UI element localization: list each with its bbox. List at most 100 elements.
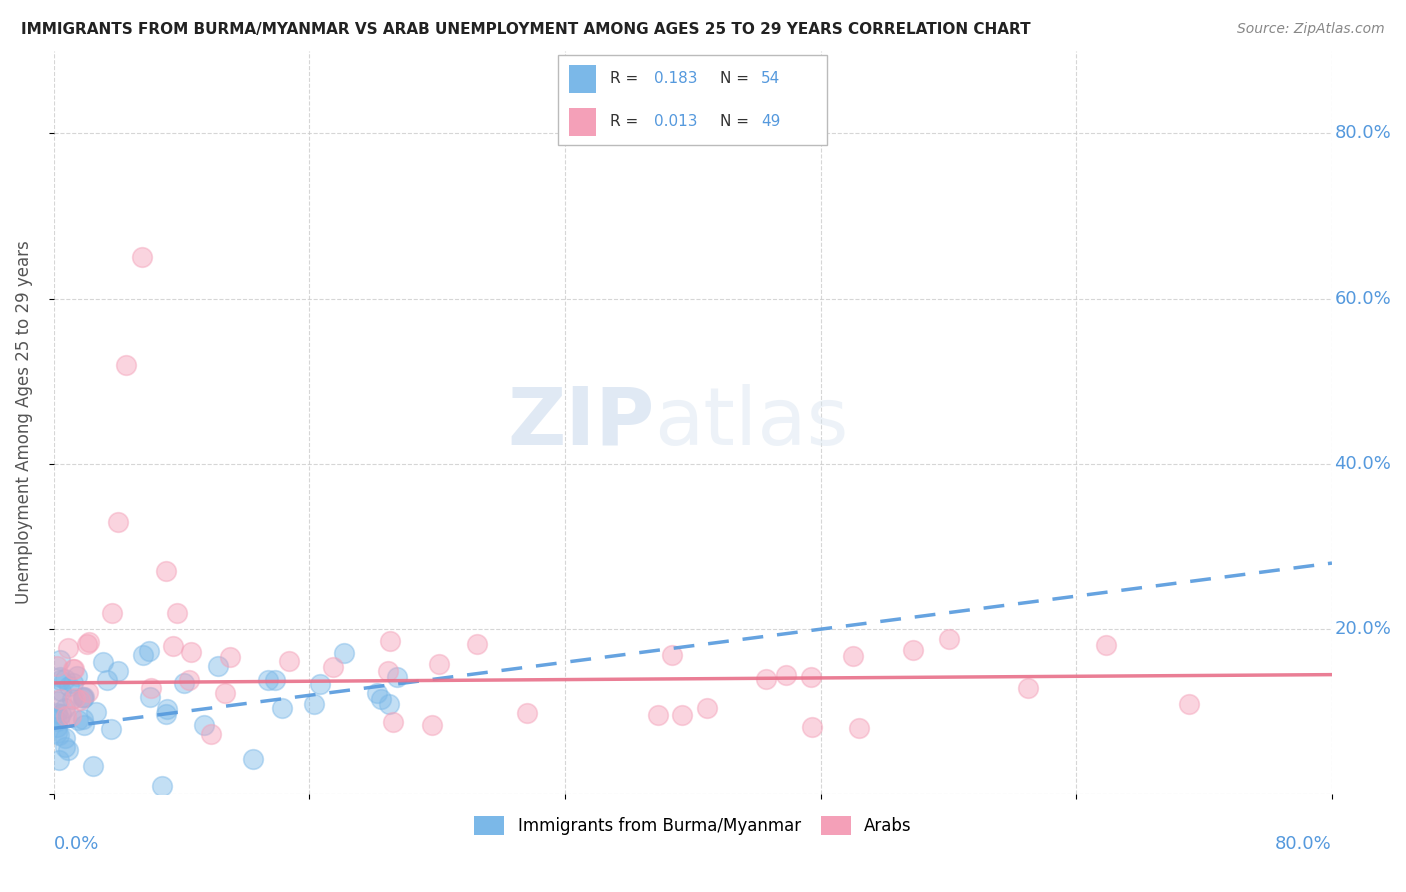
Point [107,515,129,529]
Point [55,701,77,715]
Text: 0.183: 0.183 [654,71,697,87]
Point [65,690,87,705]
Point [308,677,330,691]
Text: 20.0%: 20.0% [1334,620,1392,638]
Point [150,779,173,793]
Point [1017,681,1039,696]
Point [55,709,77,723]
Point [60,692,83,706]
Point [381,715,404,730]
Point [66,713,89,727]
Point [848,721,870,735]
Point [271,701,294,715]
Point [46,694,69,708]
Point [51,684,73,698]
Point [696,701,718,715]
Text: R =: R = [610,71,644,87]
Text: 60.0%: 60.0% [1334,290,1392,308]
Point [62,676,84,690]
Point [1095,638,1118,652]
Text: 0.0%: 0.0% [53,836,100,854]
Point [53,672,76,686]
Text: 49: 49 [761,114,780,129]
Point [59,708,82,723]
Point [177,673,200,688]
Point [139,690,162,705]
Point [131,250,153,264]
Point [333,646,356,660]
Point [155,707,177,722]
Point [465,637,488,651]
Text: 40.0%: 40.0% [1334,455,1392,473]
Point [938,632,960,646]
Point [114,358,136,372]
Point [378,697,401,711]
Point [661,648,683,662]
Point [370,691,392,706]
Point [46,714,69,729]
Point [322,660,344,674]
Point [257,673,280,687]
Point [277,654,299,668]
Point [46,726,69,740]
Point [242,752,264,766]
Point [72,690,94,705]
Point [207,659,229,673]
Point [96,673,118,687]
Point [799,670,821,684]
Point [219,649,242,664]
Point [55,731,77,746]
Text: N =: N = [720,114,754,129]
Point [49,691,72,706]
Point [173,675,195,690]
Point [62,661,84,675]
Point [76,637,98,651]
Point [77,685,100,699]
Point [162,639,184,653]
Point [48,753,70,767]
Point [91,656,114,670]
Text: 0.013: 0.013 [654,114,697,129]
Point [193,717,215,731]
Text: 54: 54 [761,71,780,87]
Bar [569,65,596,93]
Point [73,690,96,704]
Point [48,710,70,724]
Point [49,670,72,684]
Point [66,669,89,683]
Point [53,740,76,755]
Point [84,705,107,719]
Point [77,634,100,648]
Point [107,664,129,678]
Text: Source: ZipAtlas.com: Source: ZipAtlas.com [1237,22,1385,37]
Point [49,653,72,667]
Point [264,673,287,688]
Bar [569,108,596,136]
Point [156,701,179,715]
Text: atlas: atlas [655,384,849,461]
Point [58,679,80,693]
Point [132,648,155,662]
Point [49,673,72,688]
Point [56,640,79,655]
Point [46,720,69,734]
Point [46,659,69,673]
Point [62,663,84,677]
Point [49,706,72,721]
Point [141,681,163,695]
Point [101,606,124,620]
Text: R =: R = [610,114,644,129]
FancyBboxPatch shape [558,55,827,145]
Point [377,664,399,678]
Point [69,692,91,706]
Point [755,672,778,686]
Point [180,644,202,658]
Point [200,726,222,740]
Point [46,706,69,720]
Point [82,759,104,773]
Point [73,718,96,732]
Point [671,707,693,722]
Point [800,720,823,734]
Point [366,685,388,699]
Point [1178,697,1201,711]
